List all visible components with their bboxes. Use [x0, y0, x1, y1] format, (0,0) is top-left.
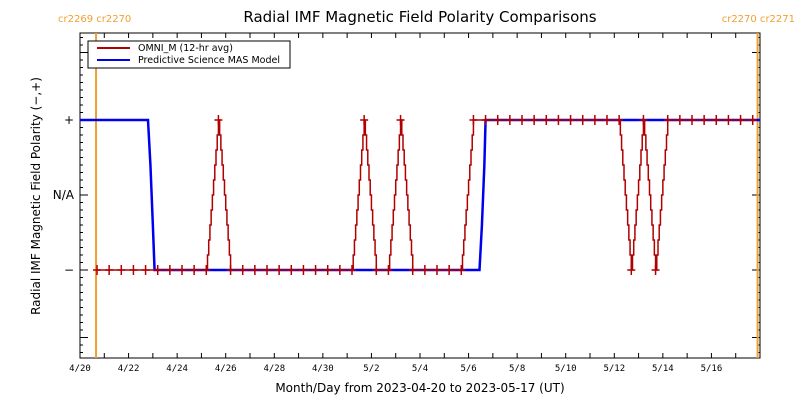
- x-tick-label: 5/6: [460, 364, 476, 374]
- legend: OMNI_M (12-hr avg) Predictive Science MA…: [87, 40, 291, 69]
- x-tick-label: 5/12: [603, 364, 625, 374]
- axes-frame: [79, 32, 761, 359]
- legend-label-omni: OMNI_M (12-hr avg): [138, 43, 233, 54]
- x-tick-label: 5/2: [363, 364, 379, 374]
- x-tick-label: 4/30: [312, 364, 334, 374]
- x-tick-label: 4/28: [263, 364, 285, 374]
- y-axis-label: Radial IMF Magnetic Field Polarity (−,+): [29, 77, 43, 315]
- x-tick-label: 5/4: [412, 364, 428, 374]
- x-tick-label: 4/26: [215, 364, 237, 374]
- chart-title: Radial IMF Magnetic Field Polarity Compa…: [243, 8, 596, 26]
- carrington-label-right: cr2270 cr2271: [722, 14, 795, 25]
- x-tick-label: 5/16: [701, 364, 723, 374]
- carrington-label-left: cr2269 cr2270: [58, 14, 131, 25]
- x-tick-label: 4/22: [118, 364, 140, 374]
- x-tick-label: 5/10: [555, 364, 577, 374]
- legend-label-mas: Predictive Science MAS Model: [138, 55, 280, 66]
- legend-box: [87, 40, 291, 69]
- y-tick-label: −: [64, 263, 74, 277]
- x-tick-label: 5/14: [652, 364, 674, 374]
- y-tick-label: +: [64, 113, 74, 127]
- x-tick-label: 4/24: [166, 364, 188, 374]
- series-line-omni: [97, 119, 753, 271]
- x-tick-label: 4/20: [69, 364, 91, 374]
- plot-area: 4/20 4/22 4/24 4/26 4/28 4/30 5/2 5/4 5/6 5/8 5/10…: [53, 32, 761, 374]
- x-tick-label: 5/8: [509, 364, 525, 374]
- y-tick-label: N/A: [53, 188, 75, 202]
- x-axis-label: Month/Day from 2023-04-20 to 2023-05-17 …: [275, 381, 564, 395]
